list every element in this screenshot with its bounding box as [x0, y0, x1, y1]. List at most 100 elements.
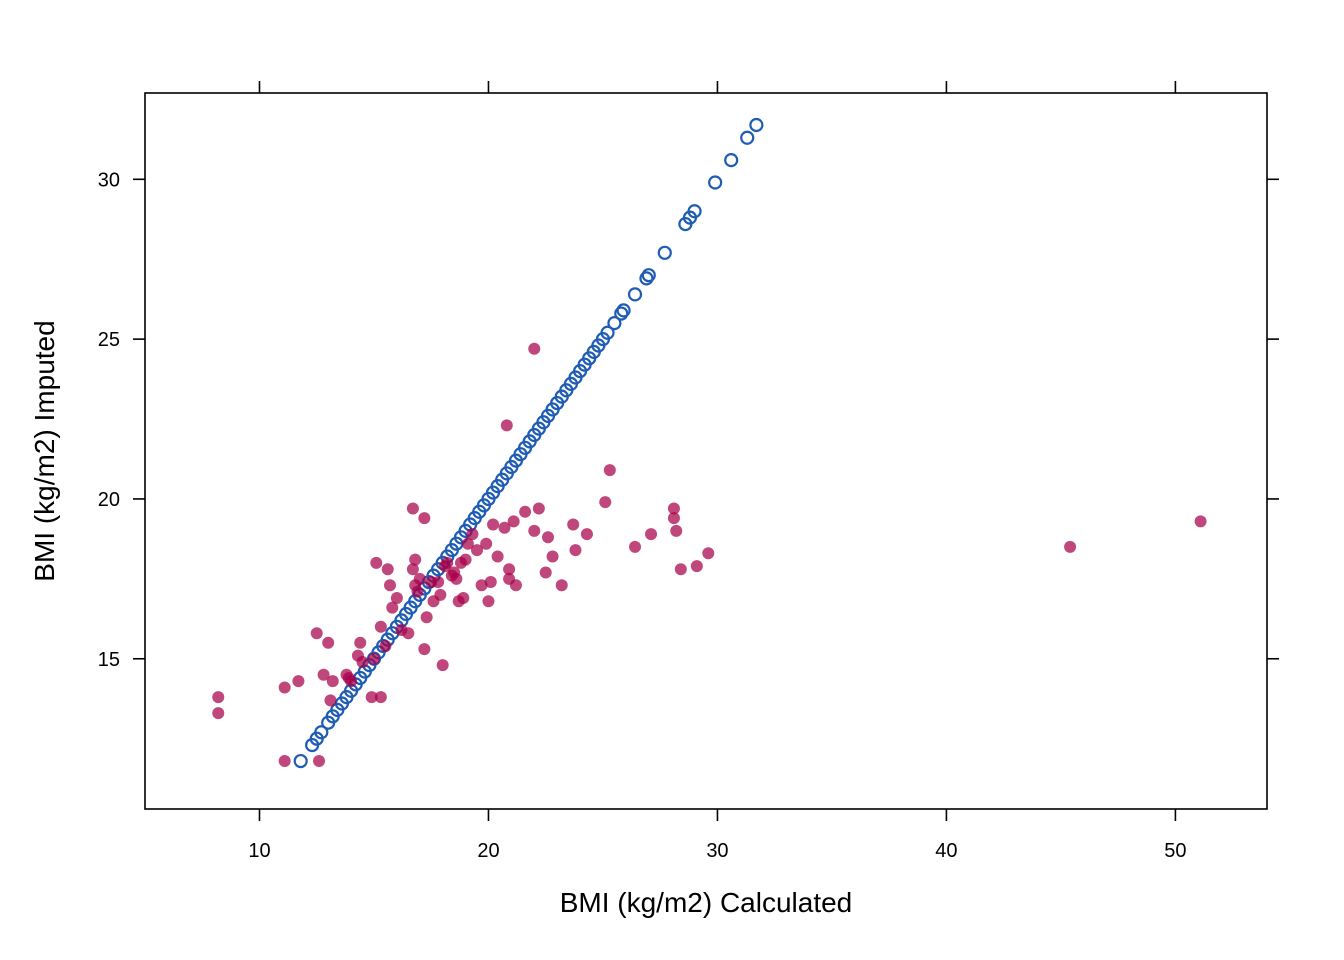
data-point [657, 245, 672, 260]
data-point [567, 518, 580, 531]
y-tick-label: 15 [98, 649, 120, 671]
data-point [546, 550, 559, 563]
x-axis-label: BMI (kg/m2) Calculated [560, 887, 853, 918]
y-tick-label: 30 [98, 169, 120, 191]
data-point [386, 601, 399, 614]
data-point [491, 550, 504, 563]
data-point [436, 659, 449, 672]
data-point [708, 175, 723, 190]
data-point [212, 691, 225, 704]
x-tick-label: 30 [706, 840, 728, 862]
data-point [292, 675, 305, 688]
data-point [379, 639, 392, 652]
data-point [482, 595, 495, 608]
x-tick-label: 50 [1164, 840, 1186, 862]
data-point [374, 620, 387, 633]
data-point [432, 576, 445, 589]
data-points [212, 117, 1207, 769]
data-point [519, 505, 532, 518]
data-point [345, 675, 358, 688]
data-point [629, 540, 642, 553]
data-point [509, 579, 522, 592]
data-point [1194, 515, 1207, 528]
data-point [409, 553, 422, 566]
data-point [600, 325, 615, 340]
data-point [539, 566, 552, 579]
data-point [580, 528, 593, 541]
data-point [441, 556, 454, 569]
data-point [480, 537, 493, 550]
data-point [413, 572, 426, 585]
data-point [434, 588, 447, 601]
data-point [690, 560, 703, 573]
data-point [740, 130, 755, 145]
data-point [484, 576, 497, 589]
plot-frame [144, 92, 1268, 810]
data-point [528, 342, 541, 355]
y-tick-label: 20 [98, 489, 120, 511]
data-point [326, 675, 339, 688]
data-point [461, 537, 474, 550]
data-point [418, 643, 431, 656]
data-point [749, 117, 764, 133]
data-point [614, 306, 629, 321]
data-point [313, 755, 326, 768]
series-1 [212, 342, 1207, 768]
data-point [314, 725, 329, 740]
data-point [459, 553, 472, 566]
data-point [381, 563, 394, 576]
data-point [370, 556, 383, 569]
data-point [542, 531, 555, 544]
data-point [599, 496, 612, 509]
data-point [500, 419, 513, 432]
data-point [310, 627, 323, 640]
y-tick-label: 25 [98, 329, 120, 351]
data-point [420, 611, 433, 624]
data-point [1064, 540, 1077, 553]
data-point [324, 694, 337, 707]
series-0 [293, 117, 764, 769]
data-point [498, 521, 511, 534]
data-point [402, 627, 415, 640]
data-point [627, 287, 643, 302]
x-tick-label: 40 [935, 840, 957, 862]
data-point [317, 668, 330, 681]
data-point [528, 524, 541, 537]
data-point [390, 592, 403, 605]
data-point [365, 691, 378, 704]
data-point [645, 528, 658, 541]
data-point [367, 652, 380, 665]
data-point [384, 579, 397, 592]
data-point [322, 636, 335, 649]
data-point [374, 691, 387, 704]
data-point [687, 204, 702, 219]
data-point [639, 271, 654, 286]
data-point [278, 681, 291, 694]
data-point [674, 563, 687, 576]
data-point [667, 502, 680, 515]
data-point [356, 655, 369, 668]
data-point [507, 515, 520, 528]
data-point [212, 707, 225, 720]
data-point [418, 512, 431, 525]
data-point [293, 753, 308, 769]
data-point [702, 547, 715, 560]
x-tick-label: 20 [477, 840, 499, 862]
data-point [450, 572, 463, 585]
data-point [411, 585, 424, 598]
data-point [555, 579, 568, 592]
axis-ticks: 10 20 30 40 50 15 20 25 30 [98, 81, 1279, 862]
data-point [724, 153, 739, 168]
data-point [569, 544, 582, 557]
data-point [641, 268, 656, 283]
data-point [457, 592, 470, 605]
data-point [603, 464, 616, 477]
data-point [503, 563, 516, 576]
x-tick-label: 10 [248, 840, 270, 862]
data-point [607, 316, 622, 331]
data-point [466, 528, 479, 541]
data-point [406, 502, 419, 515]
data-point [670, 524, 683, 537]
data-point [487, 518, 500, 531]
